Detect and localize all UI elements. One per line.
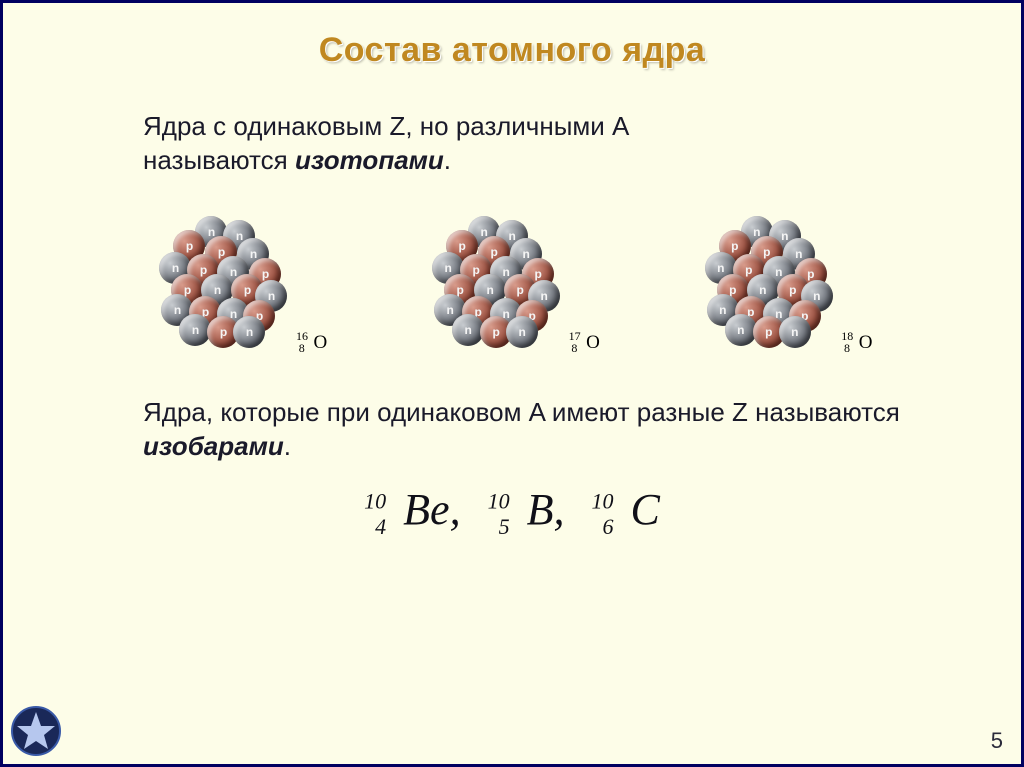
atomic-number: 8	[571, 341, 577, 355]
isotope-o16: nnppnnpnppnpnnpnpnpn 16 8 O	[151, 208, 327, 357]
atomic-number: 8	[299, 341, 305, 355]
slide: Состав атомного ядра Ядра с одинаковым Z…	[0, 0, 1024, 767]
element-symbol: Be	[403, 485, 449, 534]
element-symbol: O	[313, 332, 327, 353]
isobar-examples: 10 4 Be, 10 5 B, 10 6 C	[3, 484, 1021, 540]
text: называются	[748, 397, 900, 427]
element-symbol: O	[586, 332, 600, 353]
isobars-definition: Ядра, которые при одинаковом A имеют раз…	[143, 396, 931, 464]
nucleus-cluster-icon: nnppnnpnppnpnnpnpnpn	[151, 208, 291, 348]
letter-z: Z	[389, 111, 405, 141]
atomic-number: 8	[844, 341, 850, 355]
neutron-icon: n	[725, 314, 757, 346]
neutron-icon: n	[233, 316, 265, 348]
isotope-label: 16 8 O	[296, 329, 327, 356]
isotope-label: 18 8 O	[841, 329, 872, 356]
atomic-number: 4	[375, 514, 386, 539]
element-symbol: O	[859, 332, 873, 353]
logo-icon	[11, 706, 61, 756]
term-isobars: изобарами	[143, 431, 284, 461]
isotope-clusters-row: nnppnnpnppnpnnpnpnpn 16 8 O nnppnnpnppnp…	[103, 208, 921, 357]
element-symbol: B	[527, 485, 554, 534]
isobar-be: 10 4 Be,	[364, 484, 460, 540]
isobar-c: 10 6 C	[591, 484, 659, 540]
mass-number: 10	[591, 488, 613, 513]
nucleus-cluster-icon: nnppnnpnppnpnnpnpnpn	[424, 208, 564, 348]
isotope-label: 17 8 O	[569, 329, 600, 356]
term-isotopes: изотопами	[295, 145, 444, 175]
text: имеют разные	[545, 397, 732, 427]
neutron-icon: n	[779, 316, 811, 348]
atomic-number: 5	[499, 514, 510, 539]
atomic-number: 6	[602, 514, 613, 539]
text: называются	[143, 145, 295, 175]
page-number: 5	[991, 728, 1003, 754]
isobar-b: 10 5 B,	[488, 484, 565, 540]
letter-a: A	[612, 111, 629, 141]
text: , но различными	[405, 111, 612, 141]
nucleus-cluster-icon: nnppnnpnppnpnnpnpnpn	[697, 208, 837, 348]
text: .	[284, 431, 291, 461]
isotopes-definition: Ядра с одинаковым Z, но различными A наз…	[143, 110, 931, 178]
element-symbol: C	[630, 485, 659, 534]
mass-number: 10	[364, 488, 386, 513]
isotope-o17: nnppnnpnppnpnnpnpnpn 17 8 O	[424, 208, 600, 357]
letter-a: A	[529, 397, 545, 427]
mass-number: 10	[488, 488, 510, 513]
text: .	[444, 145, 451, 175]
isotope-o18: nnppnnpnppnpnnpnpnpn 18 8 O	[697, 208, 873, 357]
slide-title: Состав атомного ядра	[3, 31, 1021, 70]
text: Ядра, которые при одинаковом	[143, 397, 529, 427]
neutron-icon: n	[506, 316, 538, 348]
letter-z: Z	[732, 397, 748, 427]
text: Ядра с одинаковым	[143, 111, 389, 141]
